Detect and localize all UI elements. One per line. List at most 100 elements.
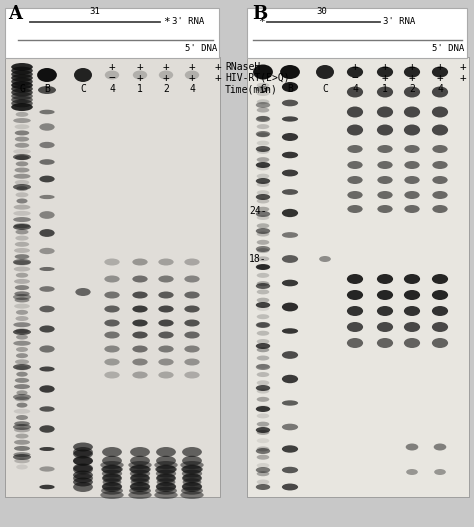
Ellipse shape	[257, 190, 269, 195]
Ellipse shape	[256, 211, 270, 217]
Ellipse shape	[132, 372, 147, 378]
Ellipse shape	[129, 465, 151, 473]
Ellipse shape	[13, 394, 31, 400]
Ellipse shape	[257, 347, 269, 352]
Ellipse shape	[404, 322, 420, 332]
Text: +: +	[189, 73, 195, 83]
Ellipse shape	[102, 456, 122, 466]
Ellipse shape	[73, 473, 93, 483]
Ellipse shape	[184, 331, 200, 338]
Ellipse shape	[73, 450, 93, 458]
Ellipse shape	[73, 443, 93, 452]
Text: 2: 2	[163, 84, 169, 94]
Ellipse shape	[14, 174, 30, 179]
Ellipse shape	[377, 176, 392, 184]
Ellipse shape	[74, 68, 92, 82]
Ellipse shape	[13, 341, 31, 346]
Ellipse shape	[11, 66, 33, 75]
Ellipse shape	[377, 145, 392, 153]
Ellipse shape	[14, 304, 30, 309]
Text: +: +	[163, 73, 169, 83]
Ellipse shape	[11, 103, 33, 111]
Ellipse shape	[316, 65, 334, 79]
Ellipse shape	[15, 396, 29, 402]
Ellipse shape	[257, 281, 269, 286]
Ellipse shape	[282, 484, 298, 491]
Ellipse shape	[16, 335, 28, 339]
Ellipse shape	[377, 274, 393, 284]
Ellipse shape	[257, 215, 269, 220]
Ellipse shape	[404, 124, 420, 135]
Ellipse shape	[257, 339, 269, 344]
Ellipse shape	[156, 456, 176, 466]
Ellipse shape	[256, 364, 270, 370]
Ellipse shape	[13, 452, 30, 457]
Ellipse shape	[104, 346, 119, 353]
Ellipse shape	[14, 291, 30, 296]
Ellipse shape	[39, 286, 55, 292]
Text: *: *	[258, 17, 265, 27]
Ellipse shape	[404, 205, 419, 213]
Ellipse shape	[132, 259, 147, 266]
Ellipse shape	[377, 124, 393, 135]
Ellipse shape	[282, 209, 298, 217]
Ellipse shape	[128, 491, 152, 499]
Ellipse shape	[282, 232, 298, 238]
Text: C: C	[322, 84, 328, 94]
Ellipse shape	[17, 100, 27, 104]
Ellipse shape	[253, 64, 273, 80]
Ellipse shape	[73, 477, 93, 486]
Ellipse shape	[404, 338, 420, 348]
Ellipse shape	[184, 291, 200, 298]
Ellipse shape	[159, 71, 173, 80]
Ellipse shape	[257, 422, 269, 427]
Ellipse shape	[432, 306, 448, 316]
Text: B: B	[44, 84, 50, 94]
Ellipse shape	[432, 338, 448, 348]
Ellipse shape	[257, 141, 269, 145]
Ellipse shape	[432, 322, 448, 332]
Ellipse shape	[14, 267, 30, 271]
Text: 24-: 24-	[249, 206, 266, 216]
Ellipse shape	[257, 388, 269, 394]
Ellipse shape	[432, 145, 447, 153]
Ellipse shape	[432, 161, 447, 169]
Ellipse shape	[432, 176, 447, 184]
Text: B: B	[287, 84, 293, 94]
Ellipse shape	[377, 161, 392, 169]
Ellipse shape	[257, 199, 269, 203]
Bar	[247, 57, 469, 497]
Ellipse shape	[16, 316, 28, 321]
Ellipse shape	[15, 130, 29, 135]
Ellipse shape	[432, 191, 447, 199]
Ellipse shape	[282, 375, 298, 383]
Text: 4: 4	[109, 84, 115, 94]
Ellipse shape	[156, 482, 176, 492]
Ellipse shape	[182, 474, 201, 482]
Ellipse shape	[257, 323, 269, 327]
Text: *: *	[163, 17, 170, 27]
Ellipse shape	[39, 366, 55, 372]
Text: +: +	[409, 62, 415, 72]
Ellipse shape	[102, 482, 122, 491]
Text: +: +	[460, 73, 466, 83]
Ellipse shape	[257, 397, 269, 402]
Ellipse shape	[256, 178, 270, 184]
Ellipse shape	[257, 455, 269, 460]
Ellipse shape	[347, 86, 363, 97]
Ellipse shape	[256, 162, 270, 168]
Ellipse shape	[257, 149, 269, 154]
Ellipse shape	[11, 92, 33, 100]
Ellipse shape	[347, 106, 363, 118]
Ellipse shape	[158, 319, 173, 327]
Ellipse shape	[257, 356, 269, 360]
Text: −: −	[109, 73, 115, 83]
Ellipse shape	[104, 259, 119, 266]
Text: 1: 1	[137, 84, 143, 94]
Ellipse shape	[257, 430, 269, 435]
Text: 4: 4	[437, 84, 443, 94]
Text: 3' RNA: 3' RNA	[172, 17, 204, 26]
Ellipse shape	[13, 329, 31, 335]
Ellipse shape	[100, 461, 124, 469]
Ellipse shape	[39, 110, 55, 114]
